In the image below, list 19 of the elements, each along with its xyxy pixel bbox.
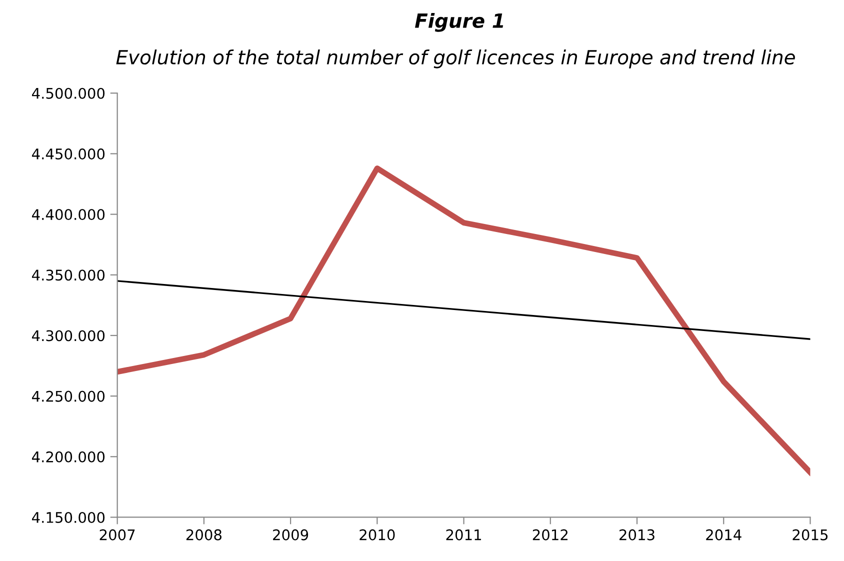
y-tick-label: 4.250.000 <box>32 390 105 402</box>
x-tick-label: 2013 <box>620 529 654 540</box>
x-tick-label: 2015 <box>792 529 828 540</box>
y-tick-label: 4.200.000 <box>32 451 105 462</box>
x-tick-label: 2014 <box>706 529 742 540</box>
chart-title: Figure 1 <box>414 12 504 32</box>
y-tick-label: 4.300.000 <box>32 330 105 342</box>
x-tick-label: 2010 <box>360 529 395 540</box>
x-tick-label: 2008 <box>186 529 222 540</box>
x-tick-label: 2012 <box>532 529 568 540</box>
y-tick-label: 4.150.000 <box>32 512 105 523</box>
y-tick-label: 4.350.000 <box>32 270 105 281</box>
y-tick-label: 4.500.000 <box>32 88 105 99</box>
x-tick-label: 2011 <box>446 529 481 540</box>
chart-subtitle: Evolution of the total number of golf licences in Europe and trend line <box>116 49 795 68</box>
x-tick-label: 2009 <box>273 529 308 540</box>
y-tick-label: 4.400.000 <box>32 209 105 220</box>
x-tick-label: 2007 <box>100 529 135 540</box>
y-tick-label: 4.450.000 <box>32 148 105 160</box>
